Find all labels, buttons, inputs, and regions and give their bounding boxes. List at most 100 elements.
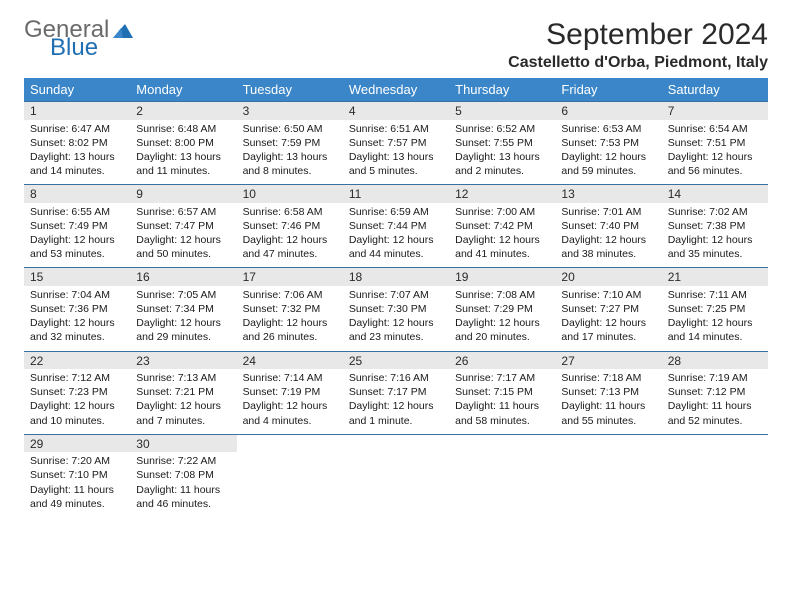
daylight-line: Daylight: 12 hours and 44 minutes. xyxy=(349,233,443,261)
empty-day-number xyxy=(449,434,555,452)
sunset-line: Sunset: 8:02 PM xyxy=(30,136,124,150)
sunrise-line: Sunrise: 6:58 AM xyxy=(243,205,337,219)
day-cell: Sunrise: 6:57 AMSunset: 7:47 PMDaylight:… xyxy=(130,203,236,268)
day-cell: Sunrise: 7:05 AMSunset: 7:34 PMDaylight:… xyxy=(130,286,236,351)
sunrise-line: Sunrise: 6:54 AM xyxy=(668,122,762,136)
daylight-line: Daylight: 13 hours and 14 minutes. xyxy=(30,150,124,178)
sunrise-line: Sunrise: 6:59 AM xyxy=(349,205,443,219)
sunrise-line: Sunrise: 7:04 AM xyxy=(30,288,124,302)
daylight-line: Daylight: 12 hours and 14 minutes. xyxy=(668,316,762,344)
sunrise-line: Sunrise: 6:53 AM xyxy=(561,122,655,136)
sunset-line: Sunset: 7:29 PM xyxy=(455,302,549,316)
sunset-line: Sunset: 8:00 PM xyxy=(136,136,230,150)
sunrise-line: Sunrise: 6:48 AM xyxy=(136,122,230,136)
day-number: 19 xyxy=(449,268,555,286)
sunset-line: Sunset: 7:53 PM xyxy=(561,136,655,150)
empty-day-cell xyxy=(662,452,768,517)
sunset-line: Sunset: 7:57 PM xyxy=(349,136,443,150)
day-number: 6 xyxy=(555,102,661,120)
day-number: 25 xyxy=(343,351,449,369)
day-number: 17 xyxy=(237,268,343,286)
day-cell: Sunrise: 7:11 AMSunset: 7:25 PMDaylight:… xyxy=(662,286,768,351)
daylight-line: Daylight: 12 hours and 7 minutes. xyxy=(136,399,230,427)
daylight-line: Daylight: 11 hours and 49 minutes. xyxy=(30,483,124,511)
daynum-row: 15161718192021 xyxy=(24,268,768,286)
header: General Blue September 2024 Castelletto … xyxy=(24,18,768,72)
day-number: 28 xyxy=(662,351,768,369)
day-number: 29 xyxy=(24,434,130,452)
day-number: 14 xyxy=(662,185,768,203)
day-cell: Sunrise: 6:59 AMSunset: 7:44 PMDaylight:… xyxy=(343,203,449,268)
day-number: 13 xyxy=(555,185,661,203)
daylight-line: Daylight: 12 hours and 38 minutes. xyxy=(561,233,655,261)
sunset-line: Sunset: 7:32 PM xyxy=(243,302,337,316)
day-cell: Sunrise: 7:17 AMSunset: 7:15 PMDaylight:… xyxy=(449,369,555,434)
empty-day-number xyxy=(237,434,343,452)
day-number: 22 xyxy=(24,351,130,369)
calendar-header: SundayMondayTuesdayWednesdayThursdayFrid… xyxy=(24,78,768,102)
day-cell: Sunrise: 6:50 AMSunset: 7:59 PMDaylight:… xyxy=(237,120,343,185)
day-cell: Sunrise: 7:10 AMSunset: 7:27 PMDaylight:… xyxy=(555,286,661,351)
daylight-line: Daylight: 12 hours and 59 minutes. xyxy=(561,150,655,178)
day-number: 26 xyxy=(449,351,555,369)
sunrise-line: Sunrise: 7:06 AM xyxy=(243,288,337,302)
sunrise-line: Sunrise: 7:00 AM xyxy=(455,205,549,219)
sunset-line: Sunset: 7:42 PM xyxy=(455,219,549,233)
content-row: Sunrise: 7:12 AMSunset: 7:23 PMDaylight:… xyxy=(24,369,768,434)
daylight-line: Daylight: 12 hours and 29 minutes. xyxy=(136,316,230,344)
calendar-body: 1234567Sunrise: 6:47 AMSunset: 8:02 PMDa… xyxy=(24,102,768,517)
sunrise-line: Sunrise: 7:05 AM xyxy=(136,288,230,302)
daylight-line: Daylight: 12 hours and 26 minutes. xyxy=(243,316,337,344)
sunset-line: Sunset: 7:21 PM xyxy=(136,385,230,399)
daylight-line: Daylight: 12 hours and 41 minutes. xyxy=(455,233,549,261)
day-number: 12 xyxy=(449,185,555,203)
day-cell: Sunrise: 6:51 AMSunset: 7:57 PMDaylight:… xyxy=(343,120,449,185)
day-number: 18 xyxy=(343,268,449,286)
daylight-line: Daylight: 11 hours and 58 minutes. xyxy=(455,399,549,427)
content-row: Sunrise: 7:20 AMSunset: 7:10 PMDaylight:… xyxy=(24,452,768,517)
day-cell: Sunrise: 7:04 AMSunset: 7:36 PMDaylight:… xyxy=(24,286,130,351)
daylight-line: Daylight: 12 hours and 32 minutes. xyxy=(30,316,124,344)
sunrise-line: Sunrise: 7:19 AM xyxy=(668,371,762,385)
daylight-line: Daylight: 13 hours and 2 minutes. xyxy=(455,150,549,178)
sunrise-line: Sunrise: 7:07 AM xyxy=(349,288,443,302)
month-title: September 2024 xyxy=(508,18,768,52)
daylight-line: Daylight: 12 hours and 50 minutes. xyxy=(136,233,230,261)
day-cell: Sunrise: 6:54 AMSunset: 7:51 PMDaylight:… xyxy=(662,120,768,185)
sunset-line: Sunset: 7:59 PM xyxy=(243,136,337,150)
sunrise-line: Sunrise: 7:02 AM xyxy=(668,205,762,219)
day-number: 11 xyxy=(343,185,449,203)
sunrise-line: Sunrise: 7:01 AM xyxy=(561,205,655,219)
daylight-line: Daylight: 12 hours and 4 minutes. xyxy=(243,399,337,427)
day-cell: Sunrise: 7:06 AMSunset: 7:32 PMDaylight:… xyxy=(237,286,343,351)
day-number: 10 xyxy=(237,185,343,203)
daynum-row: 891011121314 xyxy=(24,185,768,203)
sunset-line: Sunset: 7:17 PM xyxy=(349,385,443,399)
content-row: Sunrise: 7:04 AMSunset: 7:36 PMDaylight:… xyxy=(24,286,768,351)
day-number: 2 xyxy=(130,102,236,120)
empty-day-cell xyxy=(343,452,449,517)
sunrise-line: Sunrise: 7:10 AM xyxy=(561,288,655,302)
content-row: Sunrise: 6:55 AMSunset: 7:49 PMDaylight:… xyxy=(24,203,768,268)
daylight-line: Daylight: 12 hours and 1 minute. xyxy=(349,399,443,427)
logo-sail-icon xyxy=(111,21,135,39)
daylight-line: Daylight: 12 hours and 23 minutes. xyxy=(349,316,443,344)
day-cell: Sunrise: 7:20 AMSunset: 7:10 PMDaylight:… xyxy=(24,452,130,517)
empty-day-cell xyxy=(449,452,555,517)
empty-day-cell xyxy=(555,452,661,517)
daynum-row: 2930 xyxy=(24,434,768,452)
daylight-line: Daylight: 12 hours and 17 minutes. xyxy=(561,316,655,344)
daylight-line: Daylight: 12 hours and 47 minutes. xyxy=(243,233,337,261)
daylight-line: Daylight: 12 hours and 56 minutes. xyxy=(668,150,762,178)
sunrise-line: Sunrise: 6:47 AM xyxy=(30,122,124,136)
sunset-line: Sunset: 7:55 PM xyxy=(455,136,549,150)
logo: General Blue xyxy=(24,18,135,60)
day-number: 5 xyxy=(449,102,555,120)
day-cell: Sunrise: 6:58 AMSunset: 7:46 PMDaylight:… xyxy=(237,203,343,268)
sunset-line: Sunset: 7:25 PM xyxy=(668,302,762,316)
day-cell: Sunrise: 6:53 AMSunset: 7:53 PMDaylight:… xyxy=(555,120,661,185)
empty-day-cell xyxy=(237,452,343,517)
daylight-line: Daylight: 13 hours and 8 minutes. xyxy=(243,150,337,178)
sunrise-line: Sunrise: 7:14 AM xyxy=(243,371,337,385)
daylight-line: Daylight: 11 hours and 52 minutes. xyxy=(668,399,762,427)
